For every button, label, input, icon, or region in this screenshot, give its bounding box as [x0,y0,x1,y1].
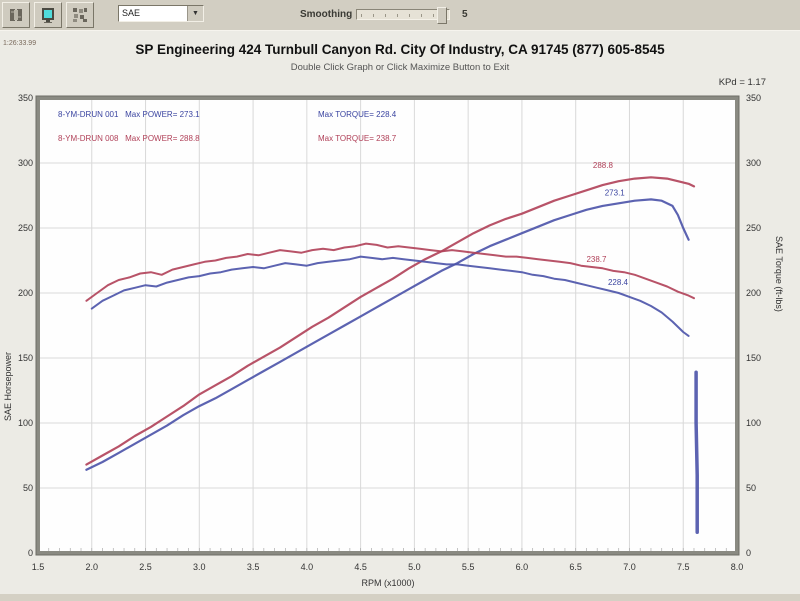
svg-text:300: 300 [18,158,33,168]
plot-border [36,96,739,555]
timestamp: 1:26:33.99 [3,40,37,47]
page-title: SP Engineering 424 Turnbull Canyon Rd. C… [135,42,665,57]
chart-icon-button[interactable] [2,2,30,28]
units-dropdown[interactable]: SAE ▼ [118,5,204,22]
svg-text:250: 250 [746,223,761,233]
correction-factor: KPd = 1.17 [718,77,766,88]
svg-text:50: 50 [746,483,756,493]
svg-text:4.0: 4.0 [301,562,314,572]
y-tick-labels: 0 0 50 50 100 100 150 150 200 200 250 250 300 300 350 3… [18,93,761,558]
svg-text:4.5: 4.5 [354,562,367,572]
grid-icon [72,7,88,23]
svg-text:2.5: 2.5 [139,562,152,572]
svg-text:0: 0 [28,548,33,558]
slider-ticks [361,14,439,17]
svg-text:200: 200 [746,288,761,298]
plot-area[interactable] [38,98,737,553]
grid-icon-button[interactable] [66,2,94,28]
run-008-horsepower [85,176,696,466]
run-001-horsepower [85,198,690,471]
slider-thumb[interactable] [437,7,447,24]
svg-text:300: 300 [746,158,761,168]
x-axis-title: RPM (x1000) [361,578,415,588]
y-axis-title-right: SAE Torque (ft-lbs) [774,236,784,312]
smoothing-label: Smoothing [300,9,353,20]
page-subtitle: Double Click Graph or Click Maximize But… [290,62,510,73]
peak-label-1: 273.1 [605,189,626,198]
toolbar: SAE ▼ Smoothing 5 [0,0,800,31]
peak-label-0: 288.8 [593,161,614,170]
plot-svg[interactable]: 288.8 273.1 238.7 228.4 1.5 2.0 2.5 3.0 3.5 4.0 4.… [0,31,800,594]
svg-text:200: 200 [18,288,33,298]
svg-text:350: 350 [18,93,33,103]
monitor-icon [40,7,56,23]
run-001-torque [90,255,690,337]
svg-text:7.5: 7.5 [677,562,690,572]
smoothing-slider[interactable] [356,7,450,24]
svg-text:6.5: 6.5 [569,562,582,572]
y-axis-title-left: SAE Horsepower [3,351,13,421]
run-008-torque [85,242,695,302]
monitor-icon-button[interactable] [34,2,62,28]
smoothing-value: 5 [462,9,468,20]
legend-run2-torque: Max TORQUE= 238.7 [318,134,397,143]
svg-text:3.0: 3.0 [193,562,206,572]
svg-text:5.5: 5.5 [462,562,475,572]
chevron-down-icon[interactable]: ▼ [187,6,203,21]
units-dropdown-value: SAE [122,8,141,18]
svg-text:6.0: 6.0 [516,562,529,572]
legend-run1-torque: Max TORQUE= 228.4 [318,110,397,119]
x-tick-labels: 1.5 2.0 2.5 3.0 3.5 4.0 4.5 5.0 5.5 6.0 6.5 7.0 7.5 8… [32,562,744,572]
svg-text:0: 0 [746,548,751,558]
svg-text:50: 50 [23,483,33,493]
legend-run1-power: 8-YM-DRUN 001 Max POWER= 273.1 [58,110,200,119]
svg-text:150: 150 [18,353,33,363]
svg-text:2.0: 2.0 [86,562,99,572]
svg-text:5.0: 5.0 [408,562,421,572]
svg-text:7.0: 7.0 [623,562,636,572]
graph-panel: 1:26:33.99 SP Engineering 424 Turnbull C… [0,30,800,594]
chart-icon [8,7,24,23]
run-001-tail-drop [694,370,699,534]
svg-text:350: 350 [746,93,761,103]
svg-text:8.0: 8.0 [731,562,744,572]
peak-label-2: 238.7 [586,255,607,264]
svg-text:150: 150 [746,353,761,363]
svg-text:1.5: 1.5 [32,562,45,572]
plot-border-outer [35,95,740,556]
svg-text:250: 250 [18,223,33,233]
legend-run2-power: 8-YM-DRUN 008 Max POWER= 288.8 [58,134,200,143]
svg-text:100: 100 [746,418,761,428]
svg-text:3.5: 3.5 [247,562,260,572]
svg-text:100: 100 [18,418,33,428]
peak-label-3: 228.4 [608,278,629,287]
